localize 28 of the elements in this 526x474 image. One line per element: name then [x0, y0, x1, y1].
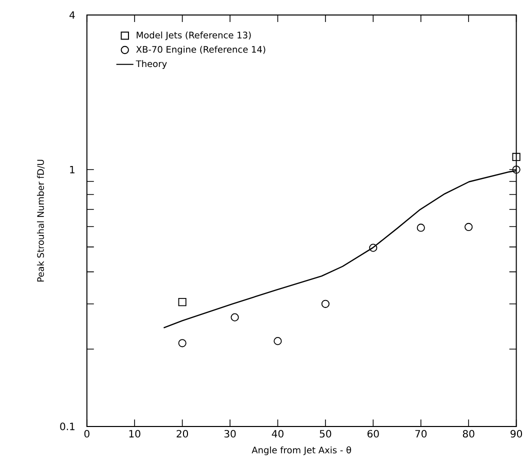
- y-tick-label: 0.1: [60, 422, 74, 430]
- y-axis-title: Peak Strouhal Number fD/U: [36, 160, 45, 282]
- x-tick-label: 0: [84, 430, 90, 438]
- x-tick-label: 30: [224, 430, 236, 438]
- legend-label: Theory: [136, 60, 167, 69]
- point: [230, 313, 239, 322]
- point: [512, 152, 520, 161]
- y-tick-label: 4: [70, 11, 75, 18]
- x-tick-label: 40: [272, 430, 284, 438]
- x-tick-label: 10: [129, 430, 140, 438]
- x-tick-label: 90: [510, 430, 522, 438]
- x-axis-title: Angle from Jet Axis - θ: [252, 446, 352, 455]
- x-tick-label: 80: [462, 430, 474, 438]
- point: [178, 298, 186, 306]
- point: [416, 223, 425, 232]
- point: [274, 336, 282, 345]
- point: [178, 338, 186, 348]
- x-tick-label: 60: [368, 430, 379, 438]
- legend-label: Model Jets (Reference 13): [136, 31, 251, 40]
- x-tick-label: 20: [176, 430, 188, 438]
- point: [512, 165, 520, 174]
- x-tick-label: 70: [415, 430, 427, 438]
- legend-label: XB-70 Engine (Reference 14): [136, 46, 266, 54]
- x-tick-label: 50: [320, 430, 332, 438]
- point: [464, 222, 473, 231]
- y-tick-label: 1: [70, 166, 74, 174]
- point: [321, 300, 330, 308]
- point: [369, 244, 378, 252]
